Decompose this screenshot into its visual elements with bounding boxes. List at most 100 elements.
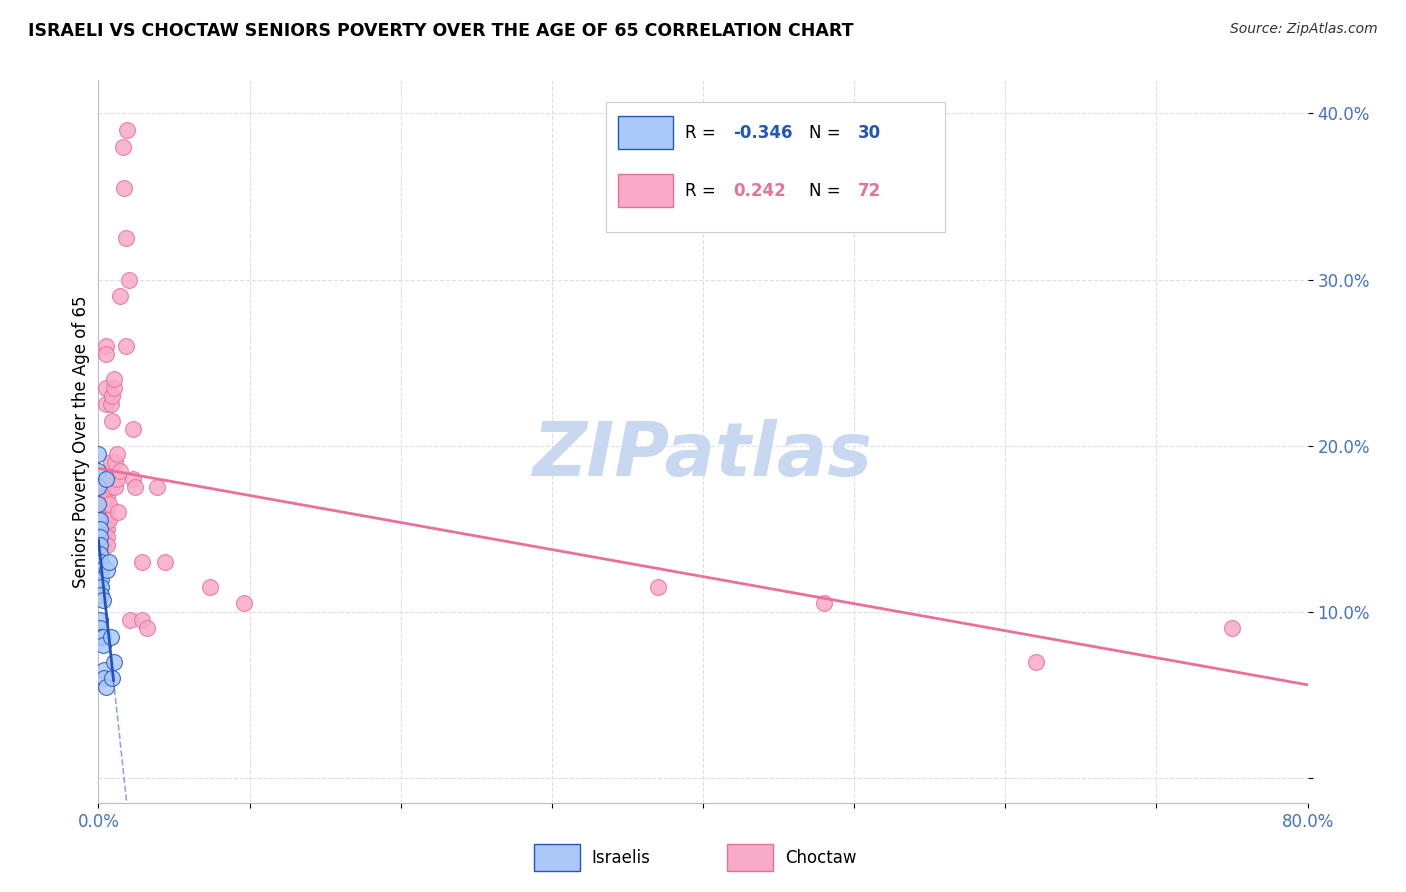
Point: [647, 580, 669, 594]
Point: [90, 497, 112, 511]
Point: [89, 613, 111, 627]
Text: R =: R =: [685, 182, 725, 200]
Point: [91, 505, 114, 519]
Point: [91, 513, 114, 527]
Point: [93, 489, 115, 503]
Point: [103, 655, 125, 669]
Point: [98, 555, 121, 569]
Point: [87, 480, 110, 494]
Point: [93, 505, 115, 519]
Point: [89, 513, 111, 527]
Point: [89, 489, 111, 503]
Point: [232, 597, 254, 611]
Text: 0.242: 0.242: [734, 182, 786, 200]
Point: [93, 513, 115, 527]
Point: [96, 522, 118, 536]
Point: [94, 497, 117, 511]
Point: [100, 464, 122, 478]
FancyBboxPatch shape: [619, 116, 672, 149]
Point: [94, 513, 117, 527]
Point: [124, 480, 146, 494]
Point: [90, 555, 112, 569]
Point: [90, 538, 112, 552]
Point: [1024, 655, 1046, 669]
Point: [104, 480, 127, 494]
Point: [131, 555, 153, 569]
Point: [122, 472, 145, 486]
Point: [96, 538, 118, 552]
Point: [98, 513, 121, 527]
Point: [146, 480, 169, 494]
Point: [94, 505, 117, 519]
Point: [1220, 621, 1243, 635]
Text: Source: ZipAtlas.com: Source: ZipAtlas.com: [1230, 22, 1378, 37]
Point: [89, 530, 111, 544]
FancyBboxPatch shape: [727, 844, 773, 871]
Point: [131, 613, 153, 627]
Point: [90, 563, 112, 577]
Text: N =: N =: [810, 124, 846, 142]
Text: ZIPatlas: ZIPatlas: [533, 419, 873, 492]
Point: [87, 447, 110, 461]
Point: [101, 671, 124, 685]
Point: [105, 472, 128, 486]
Point: [105, 447, 128, 461]
Point: [91, 638, 114, 652]
Point: [103, 380, 125, 394]
Point: [100, 455, 122, 469]
Point: [93, 522, 115, 536]
Y-axis label: Seniors Poverty Over the Age of 65: Seniors Poverty Over the Age of 65: [72, 295, 90, 588]
Point: [89, 522, 111, 536]
Point: [94, 380, 117, 394]
Point: [91, 538, 114, 552]
Point: [94, 680, 117, 694]
Point: [153, 555, 176, 569]
Point: [96, 563, 118, 577]
Point: [100, 630, 122, 644]
Point: [94, 339, 117, 353]
Point: [89, 522, 111, 536]
Point: [89, 547, 111, 561]
Point: [89, 621, 111, 635]
Point: [96, 489, 118, 503]
Point: [87, 497, 110, 511]
Text: N =: N =: [810, 182, 846, 200]
Point: [103, 372, 125, 386]
Point: [115, 123, 138, 137]
Point: [90, 580, 112, 594]
Point: [90, 505, 112, 519]
FancyBboxPatch shape: [619, 174, 672, 207]
Point: [94, 347, 117, 361]
Point: [135, 621, 157, 635]
Point: [96, 530, 118, 544]
Text: 72: 72: [858, 182, 882, 200]
Point: [108, 464, 131, 478]
Point: [100, 480, 122, 494]
Point: [93, 671, 115, 685]
Point: [94, 397, 117, 411]
Point: [93, 480, 115, 494]
Point: [91, 630, 114, 644]
Point: [90, 630, 112, 644]
Point: [87, 513, 110, 527]
Point: [200, 580, 222, 594]
Point: [118, 272, 141, 286]
Point: [101, 389, 124, 403]
Point: [90, 588, 112, 602]
Point: [101, 414, 124, 428]
Point: [90, 530, 112, 544]
Point: [89, 505, 111, 519]
Point: [104, 455, 127, 469]
Point: [122, 422, 145, 436]
Point: [114, 339, 136, 353]
Point: [114, 231, 136, 245]
Point: [98, 497, 121, 511]
Point: [89, 538, 111, 552]
Point: [112, 181, 135, 195]
Point: [91, 530, 114, 544]
Point: [90, 513, 112, 527]
Point: [93, 663, 115, 677]
Point: [87, 464, 110, 478]
Text: Israelis: Israelis: [592, 848, 651, 867]
Text: 30: 30: [858, 124, 882, 142]
